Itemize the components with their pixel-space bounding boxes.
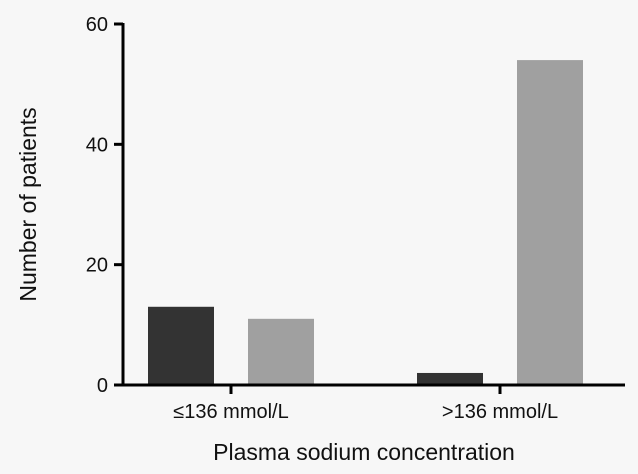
- y-tick-label: 20: [86, 255, 108, 277]
- bar-1-2: [417, 372, 483, 385]
- x-tick-label: ≤136 mmol/L: [173, 401, 288, 423]
- y-ticks: 0 20 40 60: [86, 14, 123, 397]
- y-tick-label: 0: [97, 375, 108, 397]
- bars-layer: [148, 60, 583, 385]
- x-tick-label: >136 mmol/L: [442, 401, 558, 423]
- y-tick-label: 60: [86, 14, 108, 36]
- x-ticks: ≤136 mmol/L >136 mmol/L: [173, 385, 558, 423]
- bar-1-1: [148, 306, 214, 385]
- y-axis-title: Number of patients: [15, 107, 41, 301]
- y-tick-label: 40: [86, 134, 108, 156]
- x-axis-title: Plasma sodium concentration: [213, 439, 515, 465]
- bar-2-2: [517, 60, 583, 385]
- bar-2-1: [248, 318, 314, 385]
